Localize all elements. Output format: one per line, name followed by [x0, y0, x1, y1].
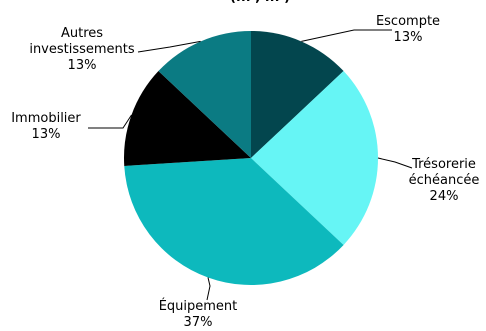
slice-name-escompte: Escompte [375, 14, 441, 29]
slice-value-escompte: 13% [393, 30, 423, 45]
pie-slice-immobilier [123, 71, 251, 166]
slice-label-immobilier: Immobilier 13% [6, 111, 86, 143]
slice-name-tresorerie-2: échéancée [408, 173, 480, 188]
pie-slice-tresorerie [251, 71, 379, 245]
leader-line-equipement [206, 277, 211, 301]
slice-label-escompte: Escompte 13% [368, 14, 448, 46]
pie-slice-equipement [124, 158, 344, 286]
slice-name-immobilier: Immobilier [11, 111, 81, 126]
slice-name-tresorerie-1: Trésorerie [412, 157, 476, 172]
slice-name-autres-1: Autres [60, 26, 104, 41]
slice-label-tresorerie: Trésorerie échéancée 24% [404, 157, 484, 205]
slice-label-autres: Autres investissements 13% [20, 26, 144, 74]
pie-slice-escompte [251, 31, 344, 158]
leader-line-immobilier [88, 114, 132, 129]
leader-line-tresorerie [377, 157, 413, 169]
slice-value-equipement: 37% [183, 315, 213, 330]
slice-name-equipement: Équipement [158, 299, 238, 314]
slice-name-autres-2: investissements [29, 42, 135, 57]
pie-slice-autres [158, 31, 251, 158]
chart-title-partial: (... , ... ) [60, 0, 460, 5]
slice-value-autres: 13% [67, 58, 97, 73]
slice-value-tresorerie: 24% [429, 189, 459, 204]
leader-line-escompte [301, 29, 392, 42]
slice-value-immobilier: 13% [31, 127, 61, 142]
leader-line-autres [137, 40, 201, 53]
slice-label-equipement: Équipement 37% [148, 299, 248, 331]
